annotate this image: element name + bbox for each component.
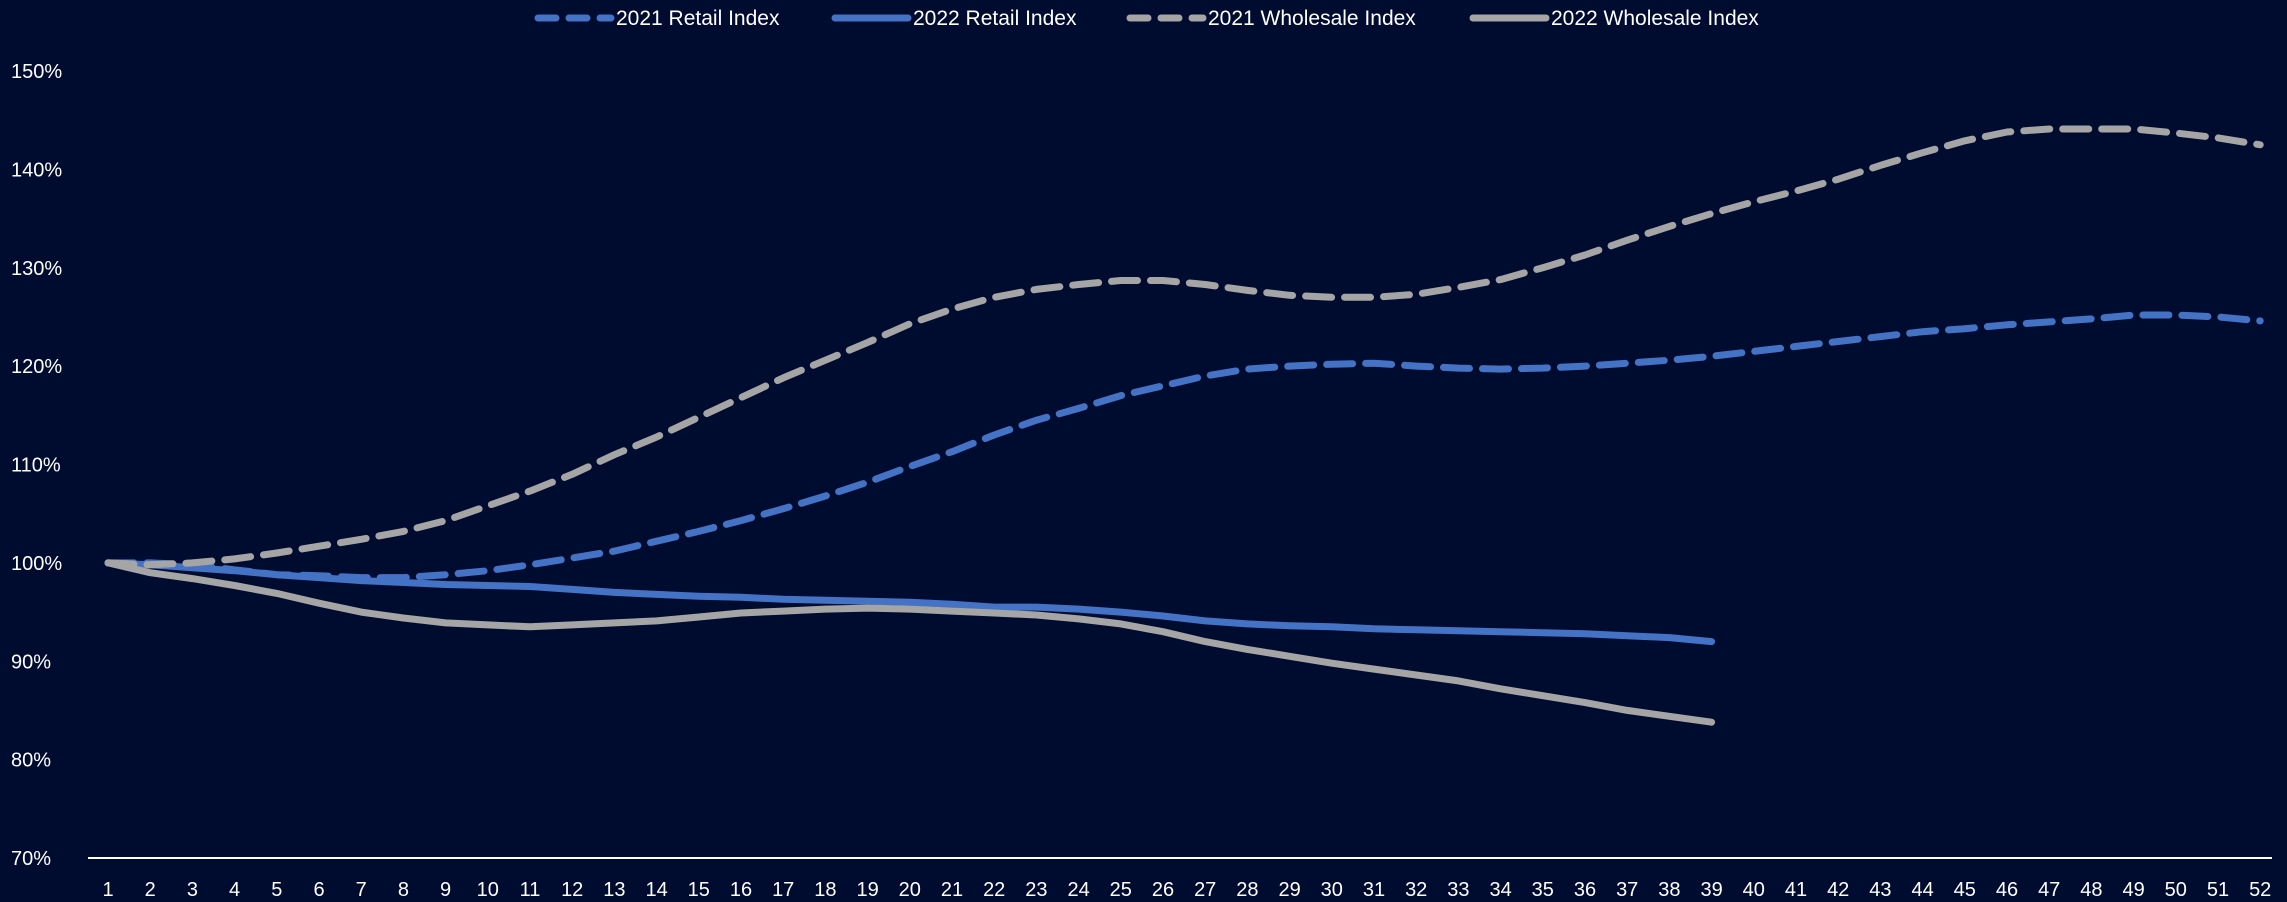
x-tick-label: 21	[941, 879, 963, 901]
x-tick-label: 36	[1574, 879, 1596, 901]
x-tick-label: 13	[603, 879, 625, 901]
x-tick-label: 35	[1532, 879, 1554, 901]
legend-item: 2022 Wholesale Index	[1469, 7, 1759, 30]
x-tick-label: 32	[1405, 879, 1427, 901]
y-tick-label: 130%	[11, 258, 62, 280]
x-tick-label: 33	[1447, 879, 1469, 901]
x-tick-label: 40	[1743, 879, 1765, 901]
x-tick-label: 41	[1785, 879, 1807, 901]
x-tick-label: 46	[1996, 879, 2018, 901]
x-tick-label: 1	[102, 879, 113, 901]
x-tick-label: 28	[1236, 879, 1258, 901]
x-tick-label: 2	[145, 879, 156, 901]
x-tick-label: 11	[520, 879, 541, 901]
x-tick-label: 49	[2122, 879, 2144, 901]
legend: 2021 Retail Index 2022 Retail Index 2021 W…	[534, 7, 1759, 30]
x-tick-label: 9	[440, 879, 451, 901]
series-line-2021-retail-index	[104, 311, 2264, 582]
x-tick-label: 44	[1911, 879, 1933, 901]
x-tick-label: 42	[1827, 879, 1849, 901]
x-tick-label: 25	[1110, 879, 1132, 901]
x-tick-label: 45	[1954, 879, 1976, 901]
x-tick-label: 47	[2038, 879, 2060, 901]
x-tick-label: 30	[1321, 879, 1343, 901]
x-tick-label: 50	[2165, 879, 2187, 901]
legend-item: 2021 Wholesale Index	[1126, 7, 1416, 30]
x-tick-label: 14	[645, 879, 667, 901]
x-tick-label: 23	[1025, 879, 1047, 901]
x-tick-label: 20	[899, 879, 921, 901]
y-tick-label: 110%	[11, 455, 61, 477]
x-tick-label: 17	[772, 879, 794, 901]
y-axis: 70% 80% 90% 100% 110% 120% 130% 140% 150%	[11, 61, 62, 870]
legend-label: 2021 Wholesale Index	[1208, 7, 1416, 30]
x-tick-label: 7	[356, 879, 367, 901]
x-tick-label: 15	[688, 879, 710, 901]
x-tick-label: 37	[1616, 879, 1638, 901]
x-tick-label: 16	[730, 879, 752, 901]
series-line-2022-wholesale-index	[104, 559, 1716, 726]
x-tick-label: 19	[856, 879, 878, 901]
x-tick-label: 10	[477, 879, 499, 901]
series-line-2022-retail-index	[104, 559, 1716, 646]
x-tick-label: 34	[1489, 879, 1511, 901]
x-tick-label: 51	[2207, 879, 2229, 901]
x-tick-label: 4	[229, 879, 240, 901]
legend-label: 2022 Retail Index	[913, 7, 1077, 30]
x-tick-label: 18	[814, 879, 836, 901]
x-tick-label: 26	[1152, 879, 1174, 901]
y-tick-label: 140%	[11, 159, 62, 181]
x-tick-label: 29	[1278, 879, 1300, 901]
legend-item: 2022 Retail Index	[831, 7, 1077, 30]
x-tick-label: 31	[1363, 879, 1385, 901]
x-tick-label: 12	[561, 879, 583, 901]
x-tick-label: 52	[2249, 879, 2271, 901]
y-tick-label: 80%	[11, 750, 51, 772]
x-tick-label: 6	[313, 879, 324, 901]
x-tick-label: 8	[398, 879, 409, 901]
y-tick-label: 70%	[11, 848, 51, 870]
x-tick-label: 48	[2080, 879, 2102, 901]
x-tick-label: 43	[1869, 879, 1891, 901]
y-tick-label: 100%	[11, 553, 62, 575]
x-tick-label: 27	[1194, 879, 1216, 901]
legend-label: 2021 Retail Index	[616, 7, 780, 30]
plot-area	[104, 125, 2264, 726]
x-axis: 1 2 3 4 5 6 7 8 9 10 11 12 13 14 15 16 17 18 19 20 21 22 23 24 2…	[88, 857, 2272, 901]
series-line-2021-wholesale-index	[104, 125, 2264, 569]
y-tick-label: 90%	[11, 651, 51, 673]
x-tick-label: 24	[1067, 879, 1089, 901]
y-tick-label: 120%	[11, 356, 62, 378]
x-tick-label: 39	[1700, 879, 1722, 901]
legend-item: 2021 Retail Index	[534, 7, 780, 30]
x-tick-label: 5	[271, 879, 282, 901]
legend-label: 2022 Wholesale Index	[1551, 7, 1759, 30]
y-tick-label: 150%	[11, 61, 62, 83]
x-tick-label: 38	[1658, 879, 1680, 901]
x-tick-label: 22	[983, 879, 1005, 901]
x-tick-label: 3	[187, 879, 198, 901]
